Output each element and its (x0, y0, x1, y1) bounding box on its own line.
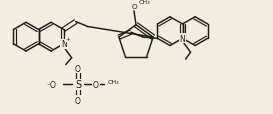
Text: N: N (61, 40, 67, 49)
Text: CH₃: CH₃ (108, 79, 120, 84)
Text: O: O (131, 4, 137, 10)
Text: O: O (93, 80, 99, 89)
Text: +: + (65, 37, 70, 42)
Text: N: N (180, 35, 185, 43)
Text: CH₃: CH₃ (138, 0, 150, 5)
Text: O: O (75, 64, 81, 73)
Text: O: O (75, 96, 81, 105)
Text: ⁻O: ⁻O (46, 80, 56, 89)
Text: S: S (75, 80, 81, 89)
